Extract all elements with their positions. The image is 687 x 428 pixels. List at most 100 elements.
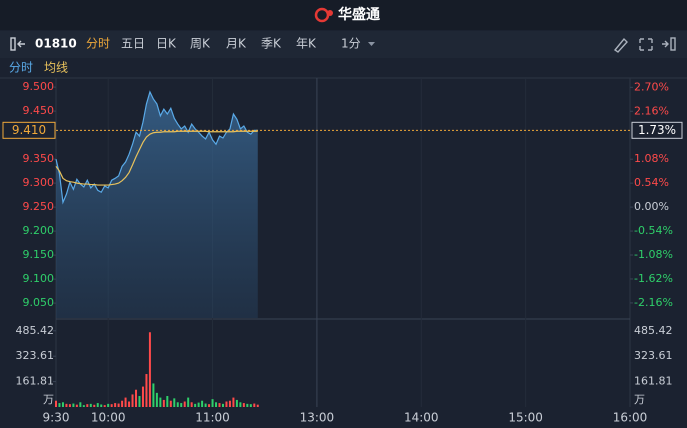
x-tick-label: 14:00 xyxy=(404,411,439,425)
volume-bar xyxy=(107,403,110,407)
y2-tick-label: -1.08% xyxy=(634,248,673,261)
series-legend[interactable]: 均线 xyxy=(44,61,68,75)
volume-bar xyxy=(152,383,155,407)
volume-bar xyxy=(131,394,134,407)
tab[interactable]: 季K xyxy=(261,37,282,51)
toolbar xyxy=(0,31,687,58)
volume-bar xyxy=(75,404,78,407)
tab[interactable]: 五日 xyxy=(121,37,145,51)
volume-bar xyxy=(242,403,245,407)
volume-bar xyxy=(145,374,148,407)
volume-bar xyxy=(194,403,197,407)
x-tick-label: 10:00 xyxy=(91,411,126,425)
volume-bar xyxy=(55,400,57,407)
volume-bar xyxy=(65,403,68,407)
tab[interactable]: 日K xyxy=(156,37,177,51)
symbol: 01810 xyxy=(35,37,77,51)
volume-bar xyxy=(176,402,179,407)
series-line xyxy=(55,90,258,205)
plot: 9:30 10:00 11:00 13:00 14:00 15:00 16:00 9.500 9… xyxy=(2,78,683,425)
volume-bar xyxy=(256,404,259,407)
volume-bar xyxy=(218,403,221,407)
volume-bar xyxy=(128,401,131,407)
last-price-box xyxy=(2,121,56,139)
volume-bar xyxy=(148,332,151,407)
volume-bar xyxy=(239,402,242,407)
volume-bar xyxy=(204,403,207,407)
volume-bar xyxy=(201,400,204,407)
series-line xyxy=(55,130,258,186)
volume-bar xyxy=(215,402,218,407)
volume-bar xyxy=(169,400,172,407)
tab[interactable]: 月K xyxy=(226,37,247,51)
volume-bar xyxy=(96,403,99,407)
volume-bar xyxy=(180,403,183,407)
volume-bar xyxy=(121,400,124,407)
volume-bar xyxy=(211,399,214,407)
y2-tick-label: 0.54% xyxy=(634,176,669,189)
y2-tick-label: -2.16% xyxy=(634,296,673,309)
y2-tick-label: 2.16% xyxy=(634,104,669,117)
price-area xyxy=(56,91,258,318)
volume-bar xyxy=(221,403,224,407)
volume-bar xyxy=(253,403,256,407)
volume-bar xyxy=(93,404,96,407)
tab[interactable]: 年K xyxy=(296,37,317,51)
volume-bar xyxy=(61,402,64,407)
volume-bar xyxy=(100,404,103,407)
volume-bar xyxy=(114,403,117,407)
dropdown-arrow[interactable] xyxy=(368,42,375,46)
brand-logo xyxy=(314,7,333,23)
volume-bar xyxy=(249,404,252,407)
volume-bar xyxy=(72,403,75,407)
volume-bar xyxy=(235,399,238,407)
volume-bar xyxy=(79,402,82,407)
series-legend[interactable]: 分时 xyxy=(9,61,33,75)
volume-bar xyxy=(141,386,144,407)
y-tick-label: 9.450 xyxy=(23,104,55,117)
volume-bar xyxy=(103,405,106,407)
y2-tick-label: 0.00% xyxy=(634,200,669,213)
volume-bar xyxy=(82,405,85,407)
y2-tick-label: 1.08% xyxy=(634,152,669,165)
volume-bar xyxy=(232,397,235,407)
volume-bar xyxy=(228,400,231,407)
brand-name: 华盛通 xyxy=(338,6,380,23)
y-tick-label: 9.250 xyxy=(23,200,55,213)
x-tick-label: 13:00 xyxy=(300,411,335,425)
last-change-label: 1.73% xyxy=(638,123,676,137)
tab[interactable]: 周K xyxy=(190,37,211,51)
y2-tick-label: -1.62% xyxy=(634,272,673,285)
tab[interactable]: 分时 xyxy=(86,37,110,51)
volume-unit: 万 xyxy=(634,393,645,406)
volume-bar xyxy=(86,404,89,407)
volume-bar xyxy=(155,392,158,407)
y-tick-label: 9.100 xyxy=(23,272,55,285)
x-tick-label: 15:00 xyxy=(508,411,543,425)
y2-tick-label: -0.54% xyxy=(634,224,673,237)
volume-bar xyxy=(110,404,113,407)
volume-bar xyxy=(117,403,120,407)
volume-bar xyxy=(89,403,92,407)
volume-bar xyxy=(166,396,169,407)
y-tick-label: 9.350 xyxy=(23,152,55,165)
volume-bar xyxy=(135,389,138,407)
y-tick-label: 9.300 xyxy=(23,176,55,189)
last-change-box xyxy=(631,121,683,139)
volume-tick-label: 161.81 xyxy=(634,375,673,388)
volume-bar xyxy=(159,397,162,407)
collapse-icon[interactable] xyxy=(10,37,25,51)
volume-bar xyxy=(246,403,249,407)
volume-tick-label: 323.61 xyxy=(16,349,55,362)
volume-bar xyxy=(68,404,71,407)
volume-bar xyxy=(225,401,228,407)
x-tick-label: 9:30 xyxy=(43,411,70,425)
last-price-label: 9.410 xyxy=(12,123,46,137)
y-tick-label: 9.150 xyxy=(23,248,55,261)
volume-tick-label: 161.81 xyxy=(16,375,55,388)
interval-select[interactable]: 1分 xyxy=(341,37,361,51)
toolbar-icons[interactable] xyxy=(613,37,676,53)
y-tick-label: 9.050 xyxy=(23,296,55,309)
